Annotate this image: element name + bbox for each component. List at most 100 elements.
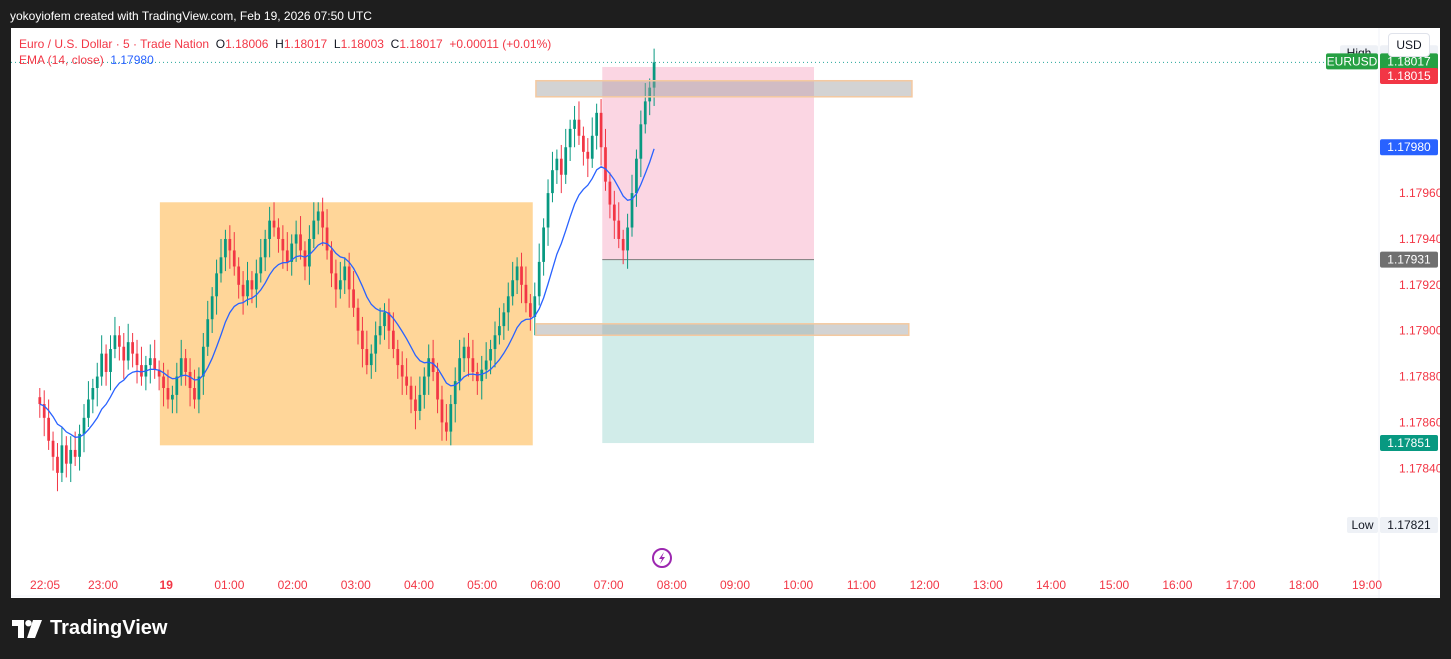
candle-body (639, 124, 643, 159)
candle-body (573, 119, 576, 129)
price-tick-label: 1.17860 (1399, 415, 1440, 429)
candle-body (612, 204, 616, 221)
candle-body (356, 307, 360, 331)
symbol-name[interactable]: Euro / U.S. Dollar · 5 · Trade Nation (19, 37, 210, 51)
candle-body (564, 147, 568, 175)
candle-body (643, 101, 647, 125)
candle-body (431, 358, 435, 372)
candle-body (387, 312, 391, 331)
candle-body (449, 404, 453, 432)
time-tick-label: 09:00 (720, 578, 750, 592)
candle-body (626, 227, 629, 251)
candle-body (586, 151, 590, 159)
candle-body (131, 342, 134, 354)
candle-body (378, 326, 382, 336)
price-chart[interactable]: 1.17960 1.17940 1.17920 1.17900 1.17880 1.178… (11, 28, 1440, 598)
candle-body (162, 376, 165, 389)
candle-body (259, 257, 263, 274)
candle-body (445, 422, 448, 432)
candle-body (100, 353, 104, 377)
candle-body (542, 227, 545, 262)
lightning-glyph (659, 552, 665, 564)
candle-body (493, 335, 497, 350)
candle-body (113, 335, 117, 350)
change-value: +0.00011 (+0.01%) (449, 37, 552, 51)
time-tick-label: 06:00 (530, 578, 560, 592)
candle-body (374, 335, 378, 354)
candle-body (51, 440, 55, 457)
time-tick-label: 02:00 (278, 578, 308, 592)
chart-caption: yokoyiofem created with TradingView.com,… (10, 9, 372, 23)
candle-body (559, 158, 563, 175)
tradingview-logo[interactable]: TradingView (12, 617, 167, 640)
close-label: C (390, 37, 400, 51)
candle-body (263, 238, 267, 258)
currency-button[interactable]: USD (1388, 33, 1430, 57)
candle-body (117, 335, 121, 347)
price-label-box (1380, 435, 1438, 452)
candle-body (232, 250, 236, 267)
ema-value: 1.17980 (110, 53, 154, 67)
time-tick-label: 10:00 (783, 578, 813, 592)
demand-zone (535, 323, 910, 337)
consolidation-box (159, 202, 533, 446)
price-tick-label: 1.17880 (1399, 370, 1440, 384)
time-tick-label: 22:05 (30, 578, 60, 592)
candle-body (537, 261, 541, 297)
candle-body (458, 358, 462, 382)
candle-body (648, 87, 652, 102)
candle-body (369, 353, 373, 366)
chart-panel[interactable]: 1.17960 1.17940 1.17920 1.17900 1.17880 1.178… (11, 28, 1440, 598)
candle-body (595, 112, 599, 136)
candle-body (42, 404, 46, 418)
price-tag-label: EURUSD (1327, 54, 1378, 68)
time-tick-label: 14:00 (1036, 578, 1066, 592)
candle-body (475, 371, 479, 382)
ema-legend[interactable]: EMA (14, close) 1.17980 (19, 53, 154, 67)
candle-body (157, 369, 161, 377)
candle-body (246, 280, 249, 297)
candle-body (502, 312, 506, 327)
candle-body (188, 371, 192, 389)
supply-zone (535, 79, 913, 98)
candle-body (528, 303, 532, 317)
candle-body (546, 193, 550, 228)
time-tick-label: 17:00 (1226, 578, 1256, 592)
price-label-box (1380, 517, 1438, 533)
candle-body (215, 273, 218, 297)
candle-body (489, 349, 492, 361)
price-label-value: 1.18015 (1387, 69, 1431, 83)
candle-body (414, 399, 417, 411)
candle-body (396, 349, 400, 366)
open-value: 1.18006 (225, 37, 269, 51)
candle-body (95, 376, 99, 389)
candle-body (551, 170, 554, 194)
candle-body (582, 135, 585, 152)
time-tick-label: 19:00 (1352, 578, 1382, 592)
candle-body (184, 358, 188, 372)
candle-body (224, 238, 227, 258)
candle-body (241, 284, 245, 297)
candle-body (206, 319, 210, 347)
candle-body (422, 376, 426, 395)
price-tick-label: 1.17940 (1399, 232, 1440, 246)
candle-body (524, 284, 528, 304)
candle-body (166, 388, 170, 400)
candle-body (91, 388, 95, 400)
ema-line (39, 148, 655, 438)
candle-body (440, 399, 444, 423)
time-tick-label: 11:00 (847, 578, 876, 592)
candle-body (590, 135, 594, 159)
high-value: 1.18017 (283, 37, 328, 51)
candle-body (427, 358, 431, 377)
candle-body (171, 394, 174, 400)
candle-body (109, 349, 112, 372)
low-value: 1.18003 (340, 37, 384, 51)
time-tick-label: 07:00 (594, 578, 624, 592)
candle-body (272, 220, 276, 228)
time-tick-label: 15:00 (1099, 578, 1129, 592)
candle-body (520, 266, 523, 285)
candle-body (400, 365, 404, 377)
candle-body (308, 238, 311, 267)
time-tick-label: 04:00 (404, 578, 434, 592)
